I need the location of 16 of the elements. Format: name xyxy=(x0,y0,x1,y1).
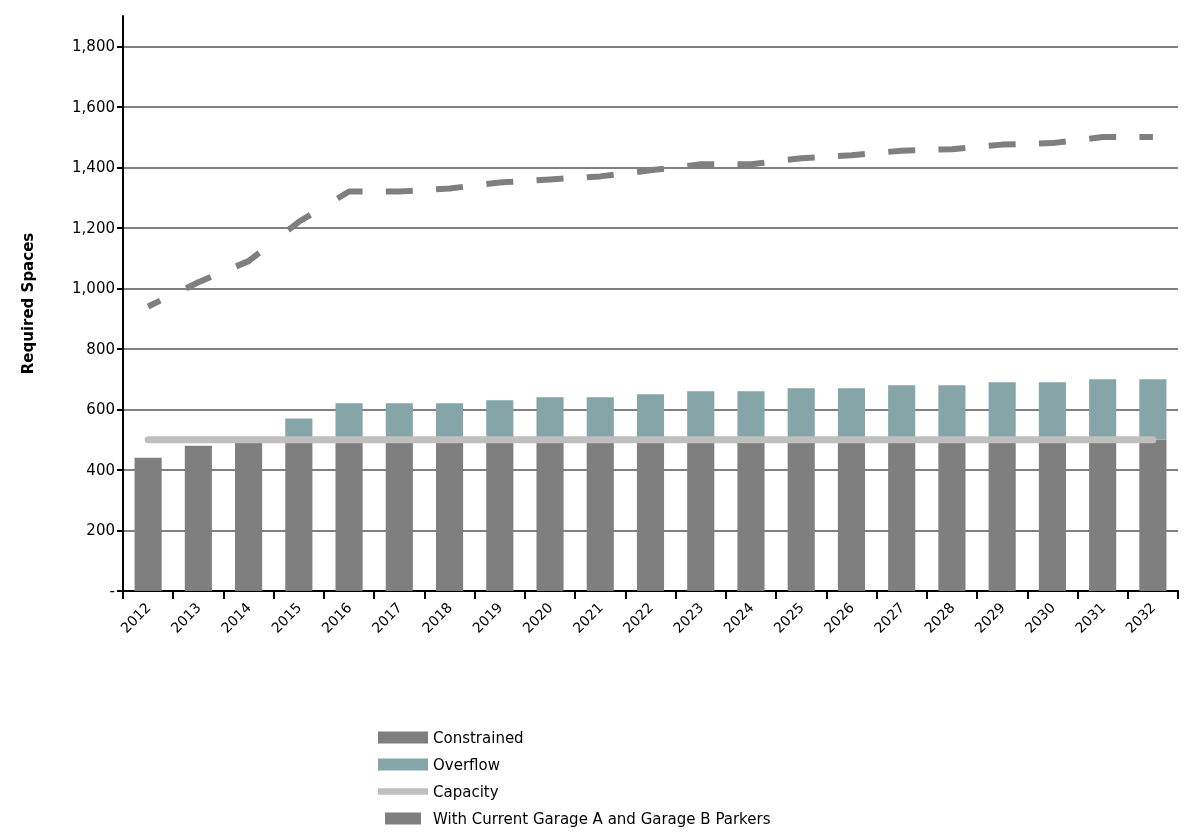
y-tick-label: 600 xyxy=(86,400,115,419)
y-tick-label: - xyxy=(109,582,115,600)
legend-label: Overflow xyxy=(433,755,500,774)
legend-label: Capacity xyxy=(433,782,499,801)
legend-label: With Current Garage A and Garage B Parkers xyxy=(433,809,771,828)
y-tick-label: 200 xyxy=(86,521,115,540)
y-axis-title: Required Spaces xyxy=(18,232,37,375)
y-tick-label: 400 xyxy=(86,460,115,479)
y-tick-label: 1,000 xyxy=(72,279,115,298)
bar xyxy=(1139,379,1167,440)
y-tick-label: 1,600 xyxy=(72,97,115,116)
y-tick-label: 1,800 xyxy=(72,37,115,56)
y-tick-label: 1,200 xyxy=(72,218,115,237)
y-tick-label: 1,400 xyxy=(72,158,115,177)
legend-label: Constrained xyxy=(433,728,524,747)
y-tick-label: 800 xyxy=(86,339,115,358)
